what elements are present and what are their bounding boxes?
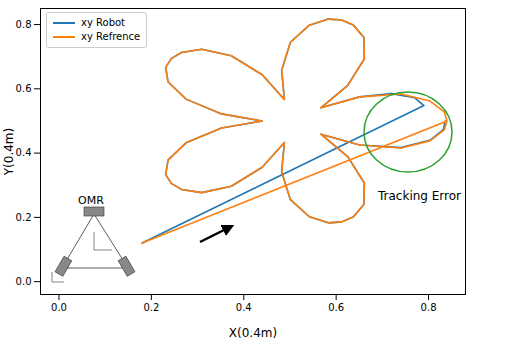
html-text:xy Refrence: xy Refrence — [81, 31, 141, 42]
svg-text:0.4: 0.4 — [236, 302, 252, 313]
html-text:xy Robot: xy Robot — [81, 17, 125, 28]
svg-text:0.6: 0.6 — [16, 83, 32, 94]
svg-text:Tracking Error: Tracking Error — [377, 189, 461, 203]
svg-text:0.8: 0.8 — [421, 302, 437, 313]
svg-text:0.6: 0.6 — [328, 302, 344, 313]
svg-text:0.4: 0.4 — [16, 147, 32, 158]
svg-text:0.2: 0.2 — [16, 212, 32, 223]
svg-text:X(0.4m): X(0.4m) — [229, 326, 277, 340]
svg-text:0.8: 0.8 — [16, 19, 32, 30]
svg-text:0.0: 0.0 — [51, 302, 67, 313]
svg-text:0.0: 0.0 — [16, 276, 32, 287]
svg-text:Y(0.4m): Y(0.4m) — [2, 128, 16, 176]
svg-text:0.2: 0.2 — [143, 302, 159, 313]
svg-text:OMR: OMR — [78, 194, 104, 207]
